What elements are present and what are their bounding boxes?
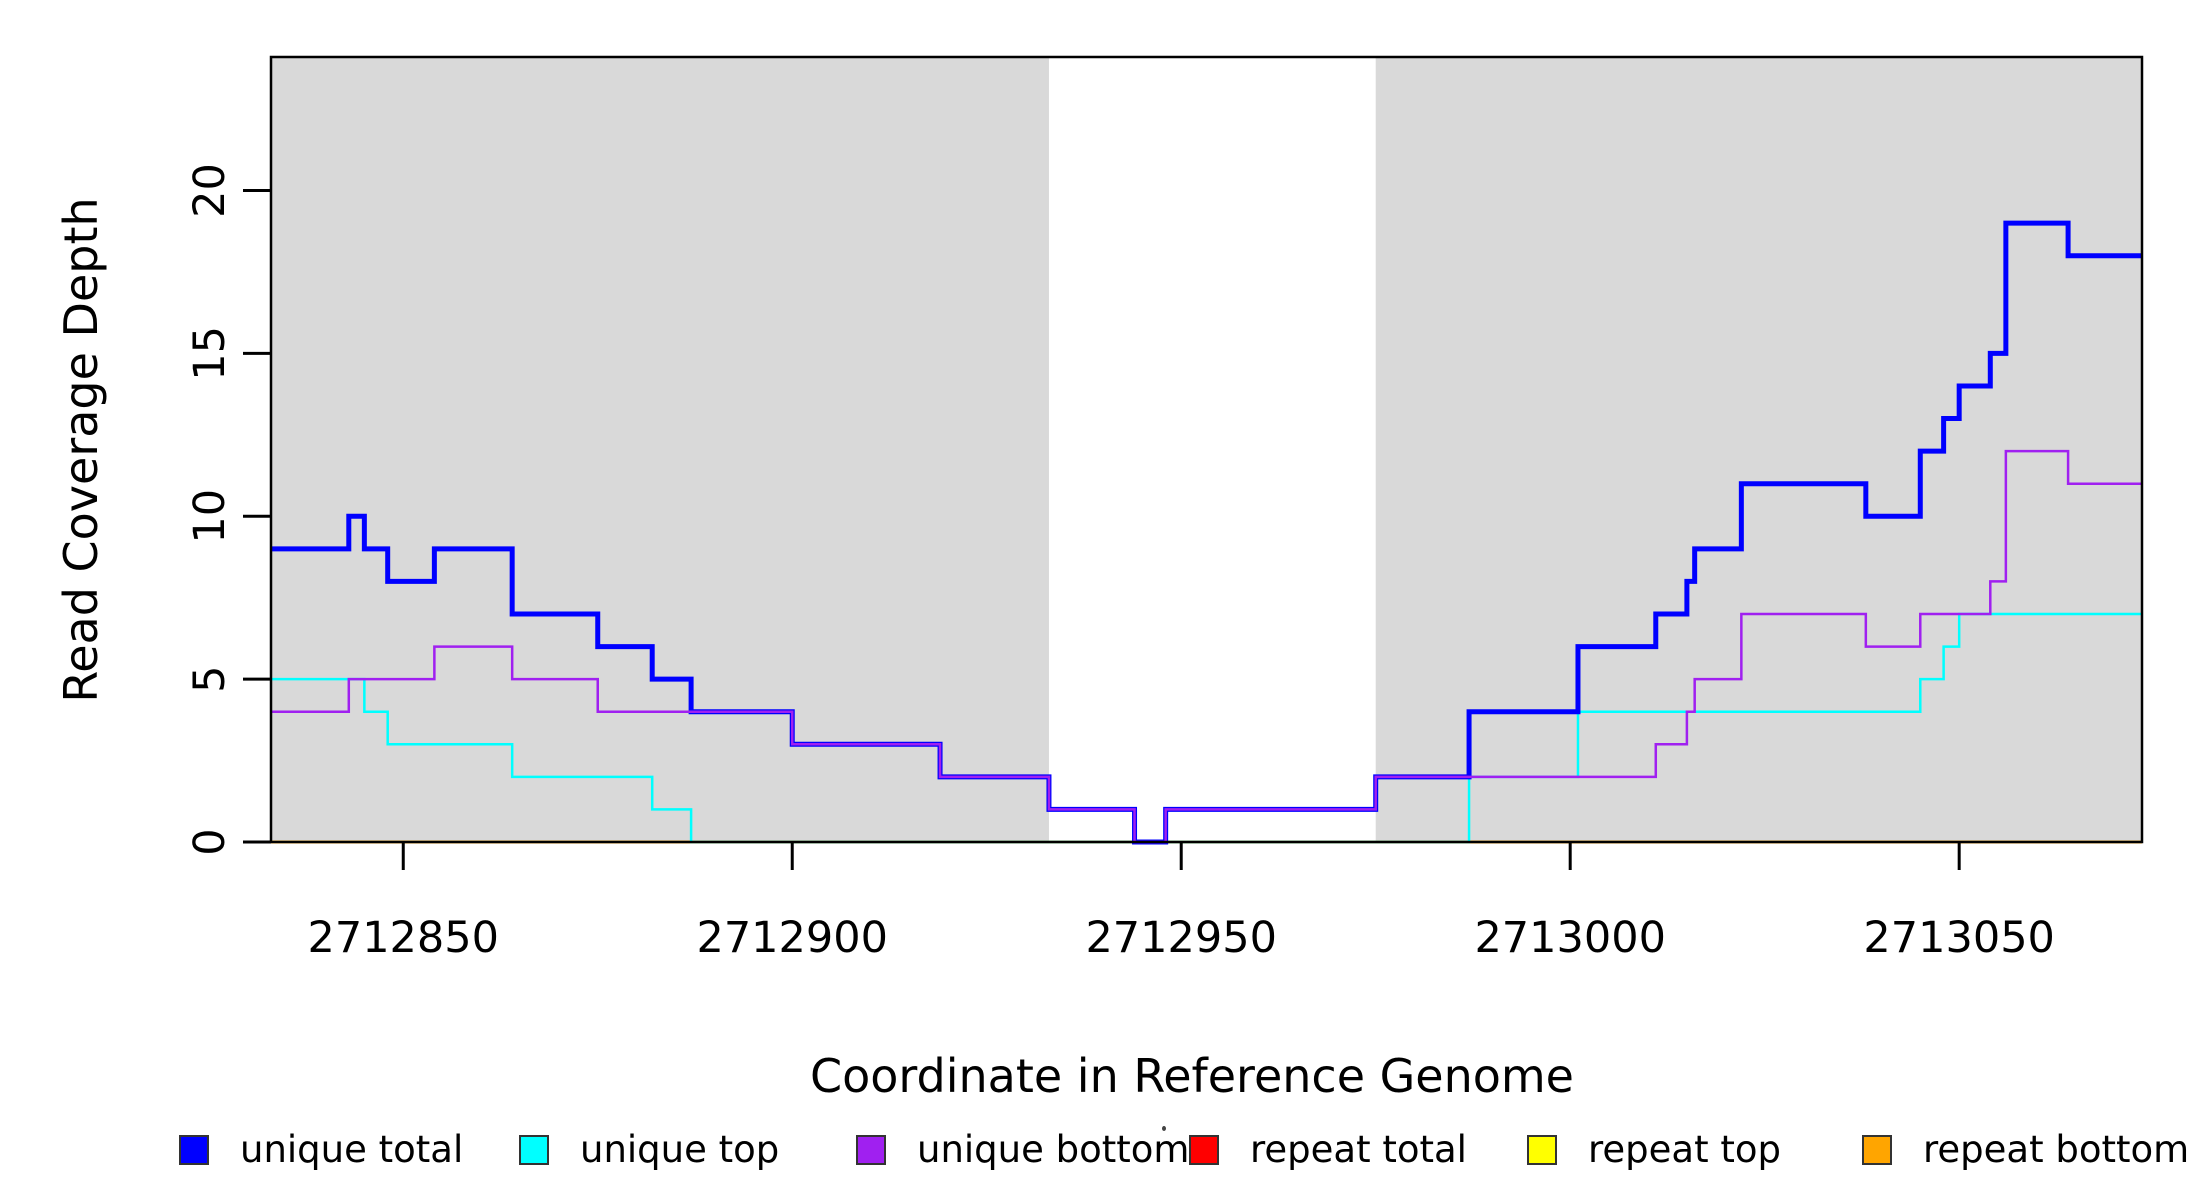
y-tick-label: 5 — [185, 665, 235, 692]
series-line-unique-bottom — [271, 449, 2142, 844]
legend-label: unique top — [580, 1128, 780, 1171]
shaded-region-layer — [271, 57, 2142, 842]
x-tick-label: 2712850 — [307, 913, 499, 963]
legend-swatch-unique-bottom — [856, 1135, 886, 1165]
legend-swatch-repeat-top — [1527, 1135, 1557, 1165]
legend-artifact-dot — [1162, 1126, 1166, 1131]
legend-swatch-unique-top — [519, 1135, 549, 1165]
x-tick-label: 2713000 — [1474, 913, 1666, 963]
legend-label: repeat top — [1588, 1128, 1781, 1171]
legend-item-unique-top: unique top — [519, 1128, 780, 1171]
x-tick-label: 2713050 — [1863, 913, 2055, 963]
legend-item-repeat-bottom: repeat bottom — [1862, 1128, 2190, 1171]
x-axis-title: Coordinate in Reference Genome — [810, 1049, 1574, 1103]
legend-item-unique-bottom: unique bottom — [856, 1128, 1190, 1171]
gray-band-right — [1375, 57, 2142, 842]
y-tick-label: 10 — [185, 489, 235, 544]
y-axis-title: Read Coverage Depth — [54, 197, 108, 702]
legend-item-repeat-top: repeat top — [1527, 1128, 1781, 1171]
plot-box — [269, 55, 2144, 844]
legend-item-unique-total: unique total — [179, 1128, 464, 1171]
legend-swatch-repeat-total — [1189, 1135, 1219, 1165]
x-tick-label: 2712950 — [1085, 913, 1277, 963]
y-tick-label: 0 — [185, 828, 235, 855]
legend-swatch-repeat-bottom — [1862, 1135, 1892, 1165]
x-tick-label: 2712900 — [696, 913, 888, 963]
legend-swatch-unique-total — [179, 1135, 209, 1165]
y-tick-label: 15 — [185, 326, 235, 381]
legend-label: unique bottom — [917, 1128, 1190, 1171]
legend-label: repeat total — [1250, 1128, 1467, 1171]
legend-item-repeat-total: repeat total — [1189, 1128, 1467, 1171]
y-tick-label: 20 — [185, 163, 235, 218]
legend-label: unique total — [240, 1128, 464, 1171]
legend-label: repeat bottom — [1923, 1128, 2190, 1171]
axes-layer: 2712850 2712900 2712950 2713000 2713050 0 5 10 1… — [185, 55, 2144, 963]
legend: unique total unique top unique bottom repea… — [0, 1128, 2200, 1173]
